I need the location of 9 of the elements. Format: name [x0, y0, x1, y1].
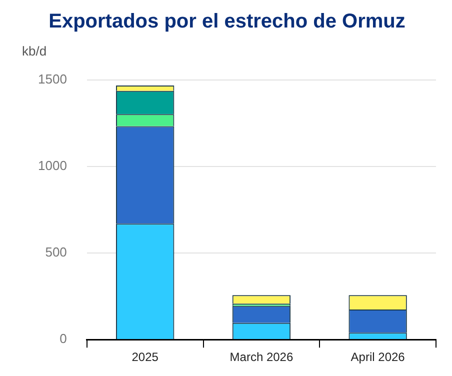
x-tick-label: March 2026 — [230, 350, 294, 364]
y-tick-label: 1500 — [38, 72, 67, 87]
x-tick-label: April 2026 — [350, 350, 406, 364]
y-axis-title: kb/d — [22, 44, 47, 59]
chart-title: Exportados por el estrecho de Ormuz — [48, 10, 406, 33]
y-tick-label: 500 — [45, 244, 67, 260]
y-tick-label: 0 — [60, 331, 67, 346]
y-tick-label: 1000 — [38, 158, 67, 174]
x-tick-label: 2025 — [132, 350, 159, 364]
